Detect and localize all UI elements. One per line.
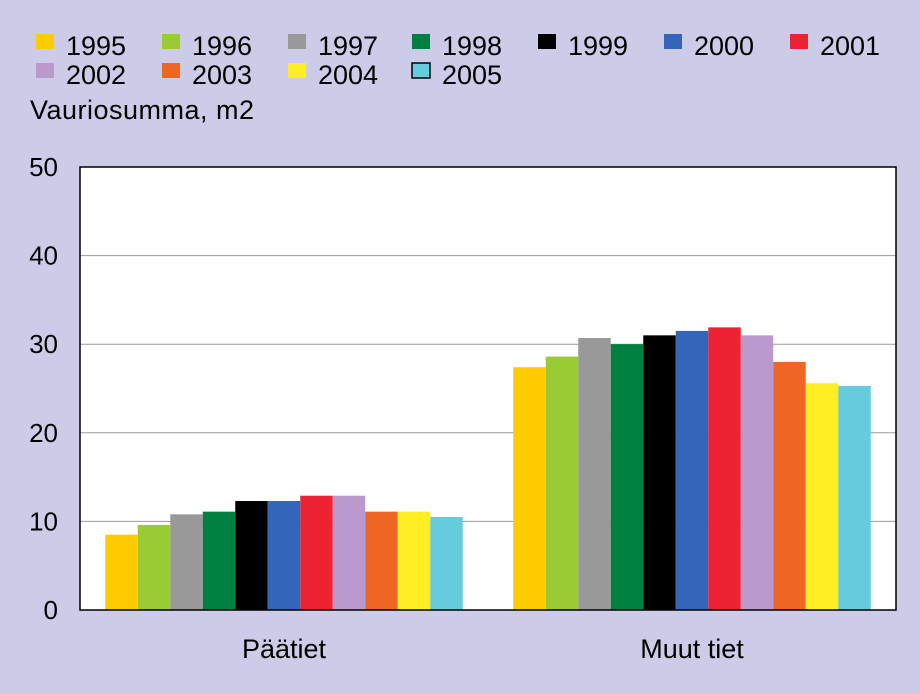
legend-swatch-1997 bbox=[288, 34, 306, 49]
legend-label-1998: 1998 bbox=[442, 31, 502, 61]
legend-swatch-2004 bbox=[288, 63, 306, 78]
bar-2001-1 bbox=[300, 495, 333, 610]
legend-swatch-2005 bbox=[411, 62, 431, 79]
bars bbox=[105, 327, 871, 610]
bar-2002-2 bbox=[740, 335, 774, 610]
legend-label-1995: 1995 bbox=[66, 31, 126, 61]
bar-2005-1 bbox=[430, 516, 463, 610]
x-axis-categories: Päätiet Muut tiet bbox=[242, 634, 744, 664]
y-axis-label: Vauriosumma, m2 bbox=[30, 95, 255, 125]
x-category-label: Muut tiet bbox=[640, 634, 744, 664]
y-axis-ticks: 0 10 20 30 40 50 bbox=[29, 152, 58, 625]
bar-1998-2 bbox=[610, 344, 644, 610]
legend-swatch-2002 bbox=[36, 63, 54, 78]
legend-swatch-2003 bbox=[162, 63, 180, 78]
y-tick-label: 10 bbox=[29, 506, 58, 536]
bar-2003-1 bbox=[365, 511, 398, 610]
bar-1998-1 bbox=[202, 511, 236, 610]
bar-2001-2 bbox=[708, 327, 741, 610]
bar-2000-2 bbox=[675, 330, 709, 610]
bar-1995-1 bbox=[105, 534, 138, 610]
bar-1996-1 bbox=[137, 524, 171, 610]
legend-label-2003: 2003 bbox=[192, 60, 252, 90]
legend-swatch-2000 bbox=[664, 34, 682, 49]
y-tick-label: 40 bbox=[29, 241, 58, 271]
bar-2004-1 bbox=[397, 511, 431, 610]
bar-1997-1 bbox=[170, 514, 203, 610]
bar-2003-2 bbox=[773, 361, 806, 610]
bar-2002-1 bbox=[332, 495, 366, 610]
y-tick-label: 50 bbox=[29, 152, 58, 182]
legend-swatch-1999 bbox=[538, 34, 556, 49]
legend-label-2005: 2005 bbox=[442, 60, 502, 90]
legend-label-2001: 2001 bbox=[820, 31, 880, 61]
y-tick-label: 30 bbox=[29, 329, 58, 359]
legend-label-1996: 1996 bbox=[192, 31, 252, 61]
bar-1999-1 bbox=[235, 501, 268, 610]
y-tick-label: 0 bbox=[44, 595, 58, 625]
y-tick-label: 20 bbox=[29, 418, 58, 448]
legend-label-2000: 2000 bbox=[694, 31, 754, 61]
legend-label-1997: 1997 bbox=[318, 31, 378, 61]
legend-swatch-1995 bbox=[36, 34, 54, 49]
bar-1996-2 bbox=[545, 356, 579, 610]
legend-label-2002: 2002 bbox=[66, 60, 126, 90]
legend: 1995 1996 1997 1998 1999 2000 2001 2002 2003 2004… bbox=[36, 31, 880, 90]
bar-2000-1 bbox=[267, 501, 301, 610]
bar-2005-2 bbox=[838, 385, 871, 610]
legend-swatch-1998 bbox=[412, 34, 430, 49]
bar-1997-2 bbox=[578, 337, 611, 610]
legend-label-2004: 2004 bbox=[318, 60, 378, 90]
bar-1995-2 bbox=[513, 367, 546, 610]
plot-frame bbox=[79, 166, 897, 611]
bar-2004-2 bbox=[805, 383, 839, 610]
legend-swatch-1996 bbox=[162, 34, 180, 49]
legend-swatch-2001 bbox=[790, 34, 808, 49]
bar-1999-2 bbox=[643, 335, 676, 610]
legend-label-1999: 1999 bbox=[568, 31, 628, 61]
x-category-label: Päätiet bbox=[242, 634, 327, 664]
